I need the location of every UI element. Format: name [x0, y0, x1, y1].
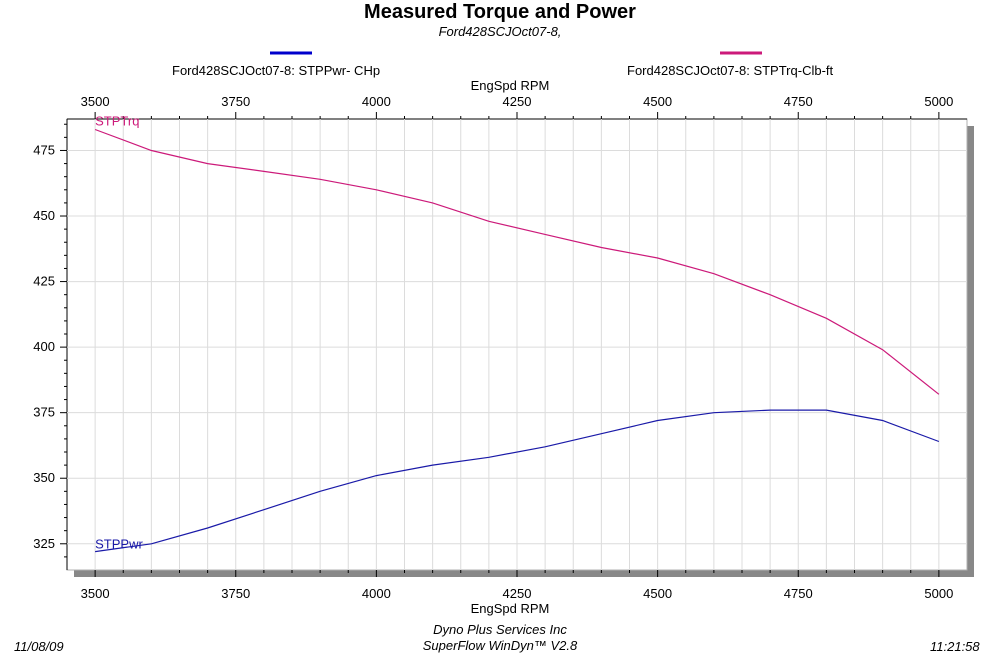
footer-date: 11/08/09	[14, 639, 64, 654]
chart-subtitle: Ford428SCJOct07-8,	[438, 24, 562, 39]
series-label-torque: STPTrq	[95, 113, 139, 128]
x-tick-label-bottom: 3500	[81, 586, 110, 601]
x-tick-label-bottom: 4500	[643, 586, 672, 601]
footer-company: Dyno Plus Services Inc	[433, 622, 567, 637]
y-tick-label: 450	[33, 208, 55, 223]
series-line-torque	[94, 128, 940, 395]
y-tick-label: 375	[33, 405, 55, 420]
x-tick-label-bottom: 3750	[221, 586, 250, 601]
x-tick-label-top: 5000	[924, 94, 953, 109]
y-tick-label: 325	[33, 536, 55, 551]
y-tick-label: 425	[33, 274, 55, 289]
legend-label-power: Ford428SCJOct07-8: STPPwr- CHp	[172, 63, 381, 78]
x-tick-label-bottom: 4000	[362, 586, 391, 601]
x-tick-label-top: 4500	[643, 94, 672, 109]
axes: 3500 3500 3750 3750 4000 4000 4250 4250 4500 4500…	[33, 94, 953, 601]
x-tick-label-bottom: 4250	[503, 586, 532, 601]
x-tick-label-bottom: 5000	[924, 586, 953, 601]
y-tick-label: 350	[33, 470, 55, 485]
x-tick-label-top: 4750	[784, 94, 813, 109]
series-label-power: STPPwr	[95, 537, 143, 552]
y-tick-label: 475	[33, 142, 55, 157]
x-tick-label-top: 4000	[362, 94, 391, 109]
y-tick-label: 400	[33, 339, 55, 354]
footer-software: SuperFlow WinDyn™ V2.8	[422, 638, 578, 653]
series-line-power	[95, 409, 940, 553]
gridlines	[67, 119, 967, 570]
x-tick-label-bottom: 4750	[784, 586, 813, 601]
x-tick-label-top: 3500	[81, 94, 110, 109]
footer-time: 11:21:58	[930, 639, 980, 654]
x-axis-label-bottom: EngSpd RPM	[470, 601, 550, 616]
legend-label-torque: Ford428SCJOct07-8: STPTrq-Clb-ft	[627, 63, 834, 78]
series-layer: STPPwr STPTrq	[94, 113, 940, 553]
chart-title: Measured Torque and Power	[364, 1, 636, 23]
x-axis-label-top: EngSpd RPM	[470, 78, 550, 93]
x-tick-label-top: 3750	[221, 94, 250, 109]
x-tick-label-top: 4250	[503, 94, 532, 109]
